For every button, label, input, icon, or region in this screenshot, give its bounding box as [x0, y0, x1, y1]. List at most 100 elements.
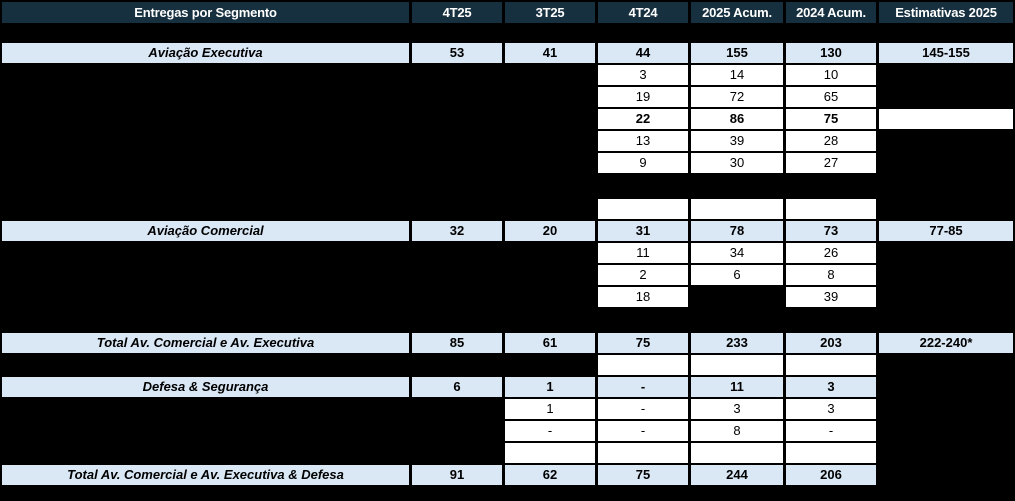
masked-cell — [879, 355, 1013, 375]
value-cell: 155 — [691, 43, 783, 63]
value-cell: 130 — [786, 43, 876, 63]
masked-cell — [2, 199, 409, 219]
masked-cell — [2, 109, 409, 129]
masked-cell — [879, 287, 1013, 307]
column-header-cell: Entregas por Segmento — [2, 2, 409, 23]
total-label-cell: Total Av. Comercial e Av. Executiva & De… — [2, 465, 409, 485]
empty-cell — [691, 443, 783, 463]
value-cell: 27 — [786, 153, 876, 173]
masked-cell — [879, 265, 1013, 285]
masked-cell — [412, 243, 502, 263]
value-cell: 34 — [691, 243, 783, 263]
value-cell: 75 — [598, 333, 688, 353]
masked-cell — [505, 287, 595, 307]
masked-cell — [412, 87, 502, 107]
empty-cell — [879, 109, 1013, 129]
black-gap-row — [2, 173, 1013, 197]
black-gap-row — [2, 23, 1013, 41]
segment-row: Defesa & Segurança 6 1-11 3 — [2, 377, 1013, 397]
value-cell: 41 — [505, 43, 595, 63]
value-cell: 145-155 — [879, 43, 1013, 63]
value-cell: 75 — [786, 109, 876, 129]
detail-row — [2, 355, 1013, 375]
value-cell: 20 — [505, 221, 595, 241]
value-cell: 1 — [505, 399, 595, 419]
total-label-cell: Total Av. Comercial e Av. Executiva — [2, 333, 409, 353]
value-cell: 11 — [598, 243, 688, 263]
segment-label-cell: Aviação Executiva — [2, 43, 409, 63]
table-body: Aviação Executiva 53 41 44 155 130 145-155 3 14 1… — [2, 23, 1013, 485]
masked-cell — [879, 65, 1013, 85]
masked-cell — [879, 465, 1013, 485]
value-cell: 75 — [598, 465, 688, 485]
value-cell: 85 — [412, 333, 502, 353]
masked-cell — [505, 153, 595, 173]
empty-cell — [598, 199, 688, 219]
empty-cell — [598, 443, 688, 463]
segment-label-cell: Aviação Comercial — [2, 221, 409, 241]
column-header-cell: 2024 Acum. — [786, 2, 876, 23]
value-cell: 44 — [598, 43, 688, 63]
detail-row: 11 34 26 — [2, 243, 1013, 263]
value-cell: - — [786, 421, 876, 441]
masked-cell — [879, 399, 1013, 419]
masked-cell — [879, 243, 1013, 263]
masked-cell — [2, 153, 409, 173]
table-header-row: Entregas por Segmento 4T25 3T25 4T24 2025 Ac… — [2, 2, 1013, 23]
masked-cell — [2, 421, 409, 441]
detail-row: 9 30 27 — [2, 153, 1013, 173]
column-header-cell: 3T25 — [505, 2, 595, 23]
segment-label-cell: Defesa & Segurança — [2, 377, 409, 397]
value-cell: 65 — [786, 87, 876, 107]
value-cell: 3 — [786, 399, 876, 419]
value-cell: 244 — [691, 465, 783, 485]
value-cell: 8 — [786, 265, 876, 285]
masked-cell — [412, 265, 502, 285]
value-cell: 30 — [691, 153, 783, 173]
detail-row: 3 14 10 — [2, 65, 1013, 85]
value-cell: 3 — [691, 399, 783, 419]
masked-cell — [505, 265, 595, 285]
value-cell: 1 — [505, 377, 595, 397]
masked-cell — [879, 421, 1013, 441]
masked-cell — [412, 287, 502, 307]
detail-row — [2, 443, 1013, 463]
masked-cell — [412, 399, 502, 419]
masked-cell — [505, 87, 595, 107]
value-cell: - — [598, 421, 688, 441]
value-cell: - — [598, 399, 688, 419]
masked-cell — [879, 131, 1013, 151]
detail-row — [2, 199, 1013, 219]
value-cell: 39 — [691, 131, 783, 151]
value-cell: 62 — [505, 465, 595, 485]
masked-cell — [505, 109, 595, 129]
value-cell: 77-85 — [879, 221, 1013, 241]
detail-row: --8- — [2, 421, 1013, 441]
value-cell: 203 — [786, 333, 876, 353]
masked-cell — [691, 287, 783, 307]
value-cell: 18 — [598, 287, 688, 307]
value-cell: 61 — [505, 333, 595, 353]
masked-cell — [412, 199, 502, 219]
value-cell: 11 — [691, 377, 783, 397]
value-cell: 8 — [691, 421, 783, 441]
masked-cell — [2, 65, 409, 85]
value-cell: 2 — [598, 265, 688, 285]
value-cell: 31 — [598, 221, 688, 241]
masked-cell — [879, 153, 1013, 173]
value-cell: 13 — [598, 131, 688, 151]
value-cell: - — [598, 377, 688, 397]
masked-cell — [412, 153, 502, 173]
value-cell: 6 — [691, 265, 783, 285]
empty-cell — [691, 199, 783, 219]
masked-cell — [2, 355, 409, 375]
detail-row: 22 86 75 — [2, 109, 1013, 129]
masked-cell — [2, 443, 409, 463]
value-cell: 32 — [412, 221, 502, 241]
value-cell: 73 — [786, 221, 876, 241]
masked-cell — [879, 199, 1013, 219]
value-cell: 28 — [786, 131, 876, 151]
